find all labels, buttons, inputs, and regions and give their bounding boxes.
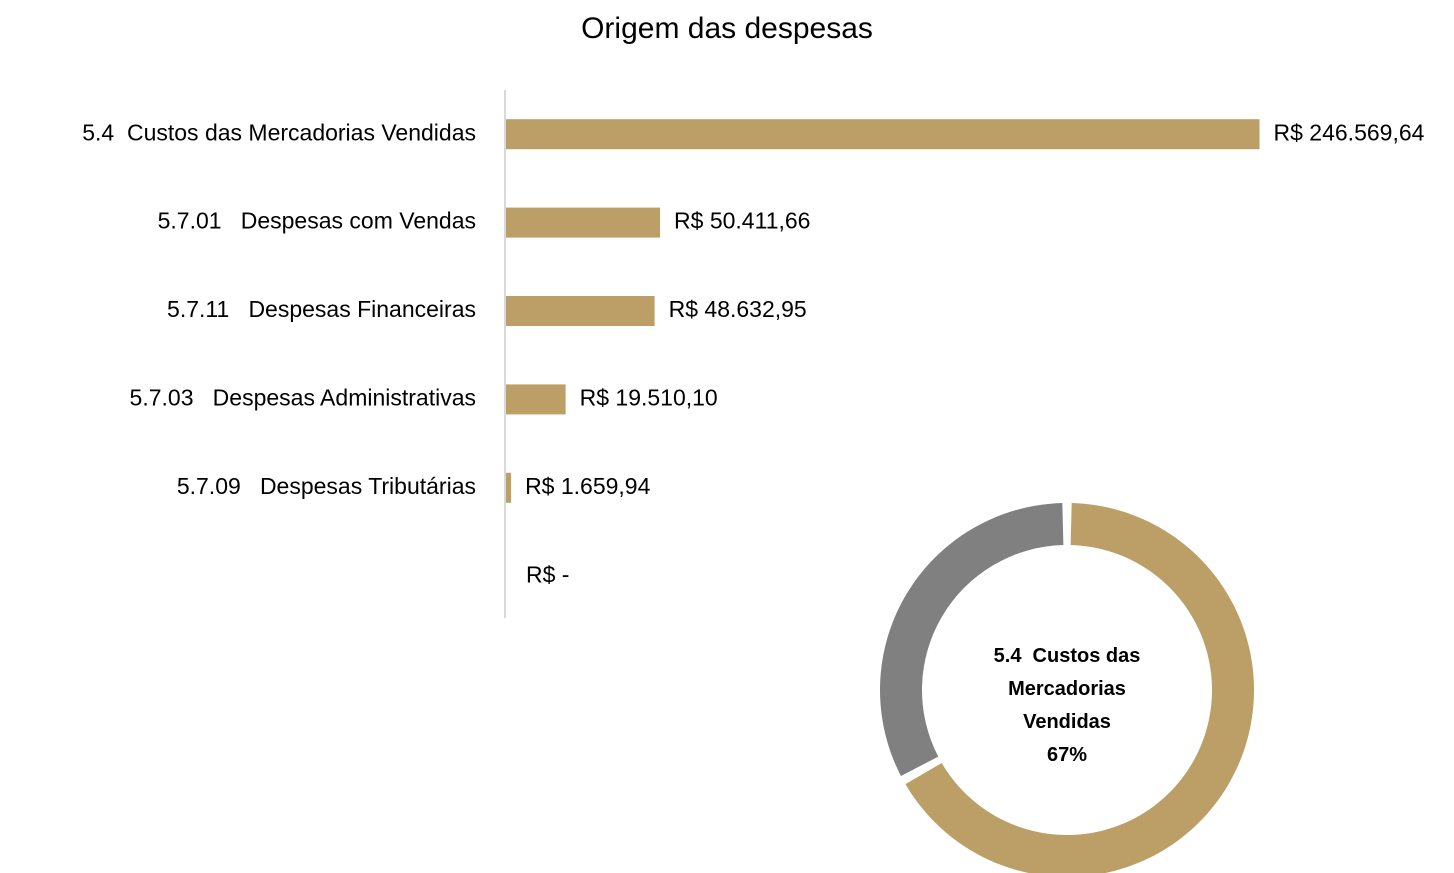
data-label: R$ 50.411,66: [674, 208, 810, 234]
y-tick-label: 5.7.09 Despesas Tributárias: [177, 473, 476, 499]
bar: [506, 472, 512, 503]
data-label: R$ 1.659,94: [525, 473, 651, 499]
bar: [506, 296, 655, 326]
center-label: 5.4 Custos das Mercadorias Vendidas 67%: [972, 640, 1162, 772]
data-label: R$ 48.632,95: [669, 296, 807, 322]
bar: [506, 119, 1260, 150]
chart-title: Origem das despesas: [581, 12, 873, 45]
bar: [506, 207, 661, 238]
data-label: R$ 246.569,64: [1274, 119, 1425, 145]
slice-label: 5.4 Custos das Mercadorias Vendidas: [993, 645, 1146, 733]
bar: [506, 384, 566, 415]
center-text: 5.4 Custos das Mercadorias Vendidas 67%: [972, 640, 1162, 772]
slice-value: 67%: [1046, 744, 1088, 766]
data-label: R$ 19.510,10: [580, 384, 718, 410]
y-tick-label: 5.7.11 Despesas Financeiras: [167, 296, 476, 322]
data-label: R$ -: [526, 561, 569, 587]
y-tick-label: 5.7.03 Despesas Administrativas: [130, 384, 476, 410]
donut-slice: [879, 503, 1064, 776]
y-tick-label: 5.7.01 Despesas com Vendas: [158, 208, 476, 234]
y-tick-label: 5.4 Custos das Mercadorias Vendidas: [82, 119, 476, 145]
